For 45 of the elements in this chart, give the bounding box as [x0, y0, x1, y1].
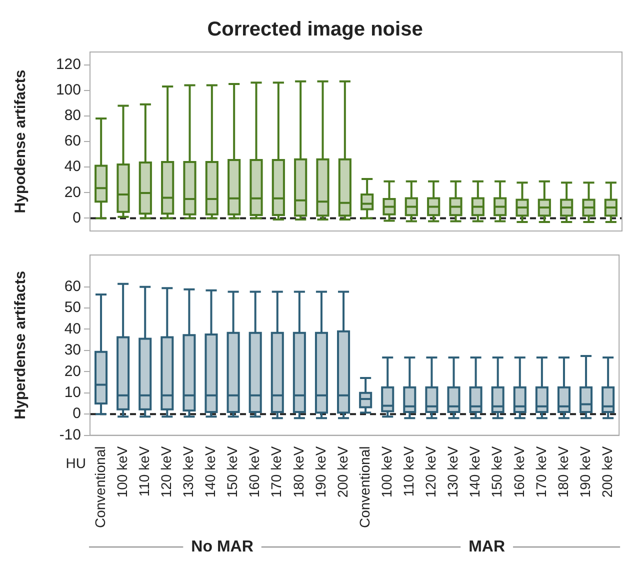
x-tick-label: 190 keV: [312, 446, 328, 498]
x-tick-label: 140 keV: [202, 446, 218, 498]
y-tick-label: 80: [64, 107, 81, 124]
x-tick-label: 130 keV: [444, 446, 461, 498]
y-tick-label: 40: [64, 158, 81, 176]
x-axis-title: HU: [66, 455, 86, 472]
x-tick-label: 140 keV: [466, 446, 483, 498]
y-tick-label: -10: [59, 426, 81, 444]
y-tick-label: 40: [64, 320, 81, 338]
text: No MAR: [191, 538, 254, 556]
x-tick-label: 170 keV: [268, 446, 284, 498]
x-tick-label: 170 keV: [532, 446, 549, 498]
y-tick-label: 0: [72, 209, 81, 226]
x-tick-label: 100 keV: [114, 446, 130, 498]
x-tick-label: 150 keV: [224, 446, 240, 498]
y-axis-title: Hypodense artifacts: [12, 70, 30, 214]
y-tick-label: 50: [64, 299, 81, 316]
y-tick-label: 20: [64, 362, 81, 380]
y-tick-label: 10: [64, 384, 81, 401]
y-tick-label: 120: [56, 56, 81, 73]
text: MAR: [468, 538, 506, 556]
y-tick-label: 60: [64, 278, 81, 295]
x-tick-label: 200 keV: [598, 446, 615, 498]
x-tick-label: 130 keV: [180, 446, 196, 498]
x-tick-label: Conventional: [356, 446, 372, 528]
x-tick-label: 180 keV: [290, 446, 306, 498]
x-tick-label: 110 keV: [136, 446, 152, 497]
y-tick-label: 0: [72, 405, 81, 422]
x-tick-label: 120 keV: [158, 446, 174, 498]
y-tick-label: 20: [64, 184, 81, 201]
x-tick-label: 200 keV: [334, 446, 350, 498]
y-tick-label: 100: [56, 82, 81, 98]
x-tick-label: 150 keV: [488, 446, 505, 498]
x-tick-label: 190 keV: [576, 446, 593, 498]
y-axis-title: Hyperdense artifacts: [12, 270, 30, 420]
y-tick-label: 30: [64, 342, 81, 359]
x-tick-label: 160 keV: [510, 446, 527, 498]
x-tick-label: Conventional: [92, 446, 108, 528]
x-tick-label: 180 keV: [554, 446, 571, 498]
x-tick-label: 100 keV: [378, 446, 394, 498]
x-tick-label: 110 keV: [400, 446, 417, 497]
x-tick-label: 120 keV: [422, 446, 439, 498]
y-tick-label: 60: [64, 132, 81, 150]
chart-title: Corrected image noise: [207, 18, 423, 41]
x-tick-label: 160 keV: [246, 446, 262, 498]
